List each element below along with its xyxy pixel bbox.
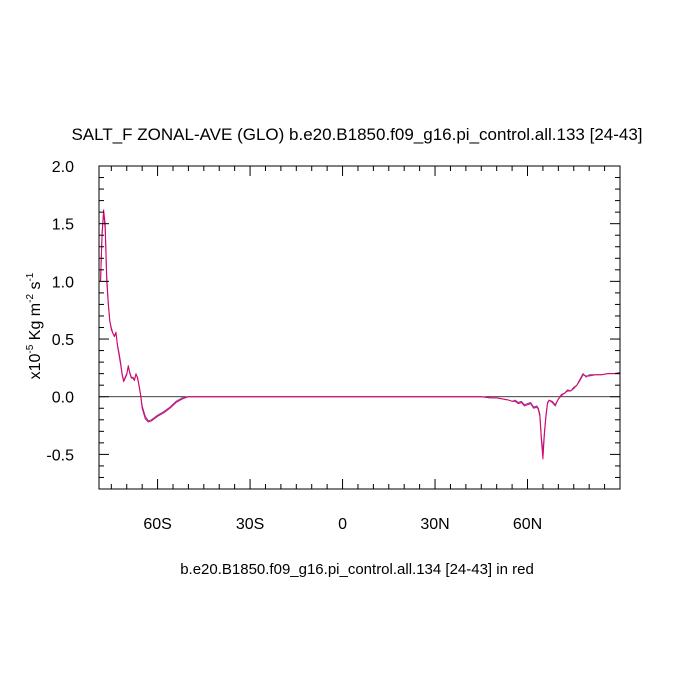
series-line-series-133 (100, 211, 621, 453)
ylabel-unit1-exp: -2 (25, 294, 36, 303)
ylabel-unit2: s (27, 282, 44, 294)
x-tick-label: 30N (420, 516, 449, 533)
x-tick-label: 0 (338, 516, 347, 533)
y-tick-label: 1.0 (52, 274, 74, 291)
ticks-group (99, 165, 621, 490)
y-tick-label: 0.5 (52, 332, 74, 349)
svg-text:x10-5 Kg m-2 s-1: x10-5 Kg m-2 s-1 (25, 272, 44, 379)
y-tick-label: 1.5 (52, 217, 74, 234)
ylabel-unit2-exp: -1 (25, 272, 36, 281)
y-tick-label: 2.0 (52, 159, 74, 176)
x-tick-label: 30S (236, 516, 264, 533)
ylabel-prefix: x10 (27, 353, 44, 379)
footer-caption: b.e20.B1850.f09_g16.pi_control.all.134 [… (180, 561, 534, 578)
ylabel-unit1: Kg m (27, 303, 44, 345)
tick-labels-group: -0.5 0.0 0.5 1.0 1.5 2.0 60S 30S 0 30N 60N (46, 159, 542, 533)
x-tick-label: 60N (513, 516, 542, 533)
y-tick-label: 0.0 (52, 390, 74, 407)
plot-frame (98, 165, 621, 490)
y-axis-label: x10-5 Kg m-2 s-1 (25, 272, 44, 379)
series-group (100, 209, 621, 460)
x-tick-label: 60S (143, 516, 171, 533)
y-tick-label: -0.5 (46, 447, 74, 464)
chart-title: SALT_F ZONAL-AVE (GLO) b.e20.B1850.f09_g… (71, 125, 642, 144)
ylabel-exp: -5 (25, 344, 36, 353)
series-line-series-134 (100, 209, 620, 460)
